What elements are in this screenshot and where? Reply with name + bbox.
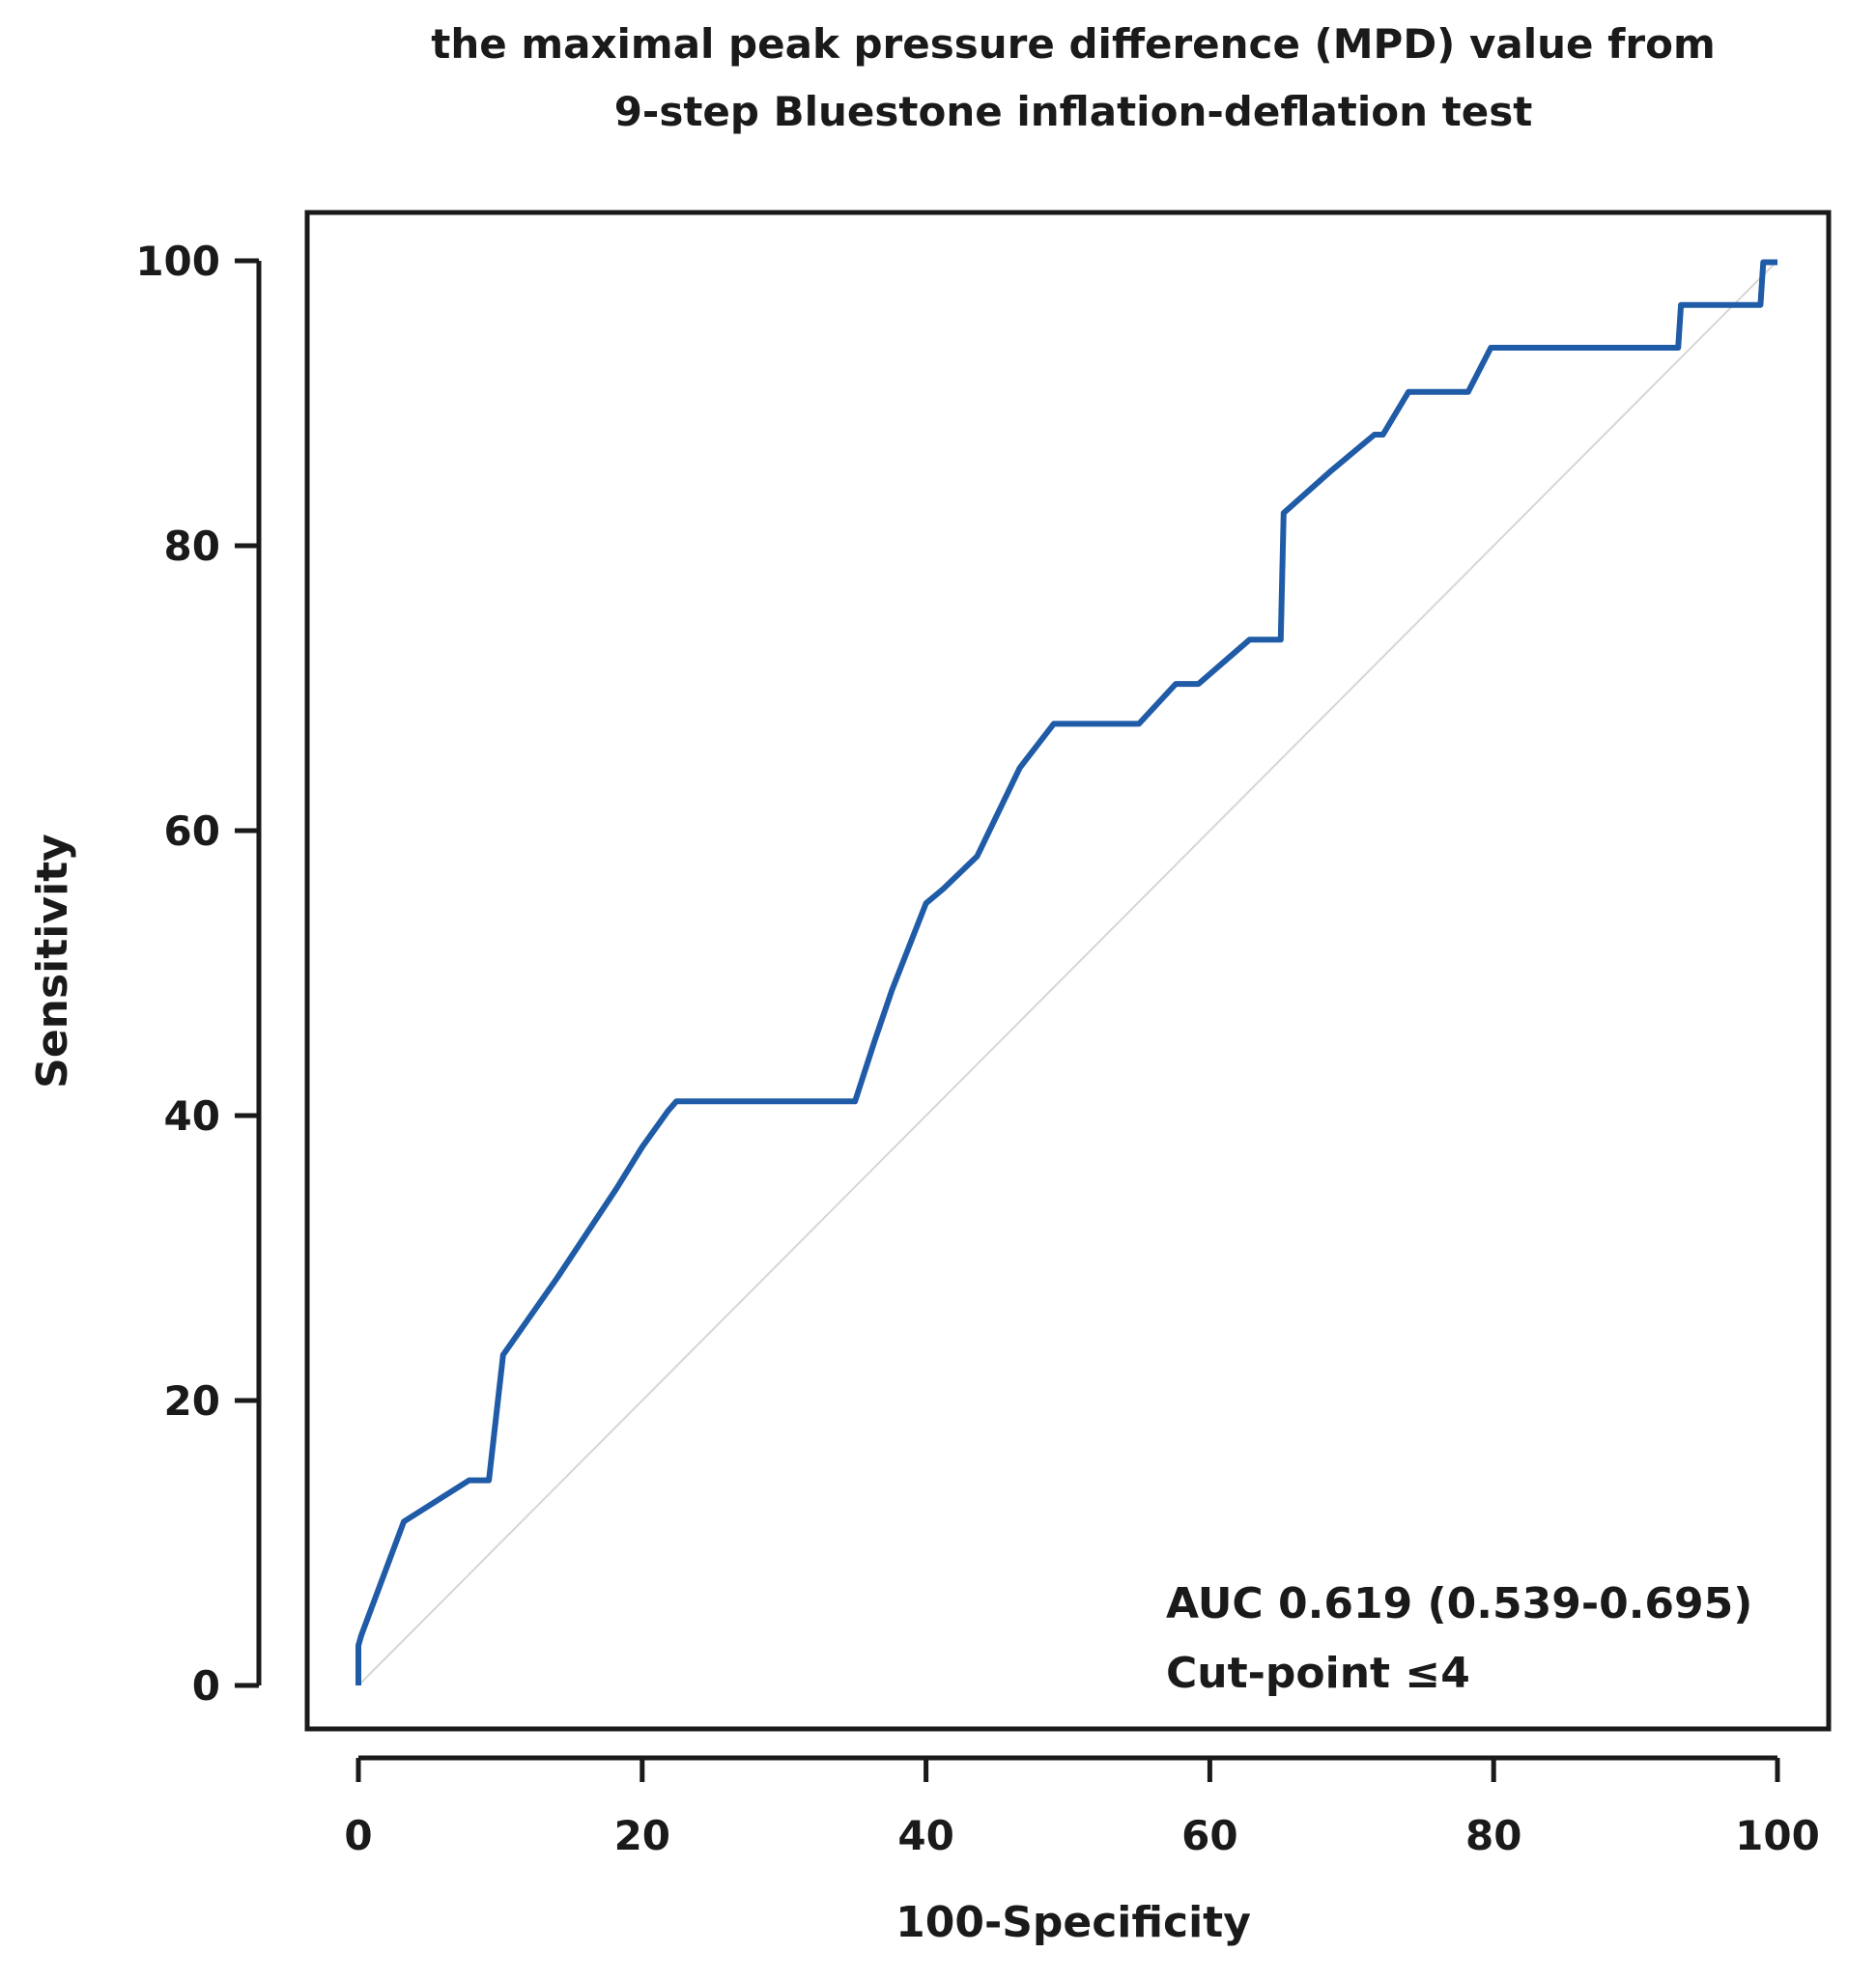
- x-tick-label: 0: [344, 1812, 372, 1859]
- y-axis: 0 20 40 60 80 100: [135, 238, 262, 1710]
- y-tick-label: 100: [135, 238, 220, 285]
- reference-diagonal-line: [357, 260, 1778, 1686]
- chart-title-line-1: the maximal peak pressure difference (MP…: [431, 20, 1715, 68]
- x-tick-label: 40: [897, 1812, 953, 1859]
- x-axis-label: 100-Specificity: [895, 1898, 1251, 1947]
- y-tick-label: 80: [164, 523, 220, 570]
- y-axis-label: Sensitivity: [28, 834, 77, 1089]
- plot-marks: [355, 259, 1778, 1686]
- y-tick-label: 40: [164, 1092, 220, 1140]
- roc-curve-line: [355, 259, 1777, 1685]
- x-tick-label: 80: [1465, 1812, 1521, 1859]
- auc-annotation: AUC 0.619 (0.539-0.695): [1166, 1579, 1752, 1628]
- cut-point-annotation: Cut-point ≤4: [1166, 1649, 1470, 1698]
- y-tick-label: 20: [164, 1377, 220, 1425]
- x-axis: 0 20 40 60 80 100: [344, 1755, 1820, 1859]
- x-tick-label: 60: [1181, 1812, 1237, 1859]
- y-tick-label: 60: [164, 807, 220, 855]
- chart-title-line-2: 9-step Bluestone inflation-deflation tes…: [614, 88, 1533, 135]
- x-tick-label: 100: [1735, 1812, 1820, 1859]
- plot-frame: [304, 210, 1832, 1732]
- x-tick-label: 20: [614, 1812, 670, 1859]
- y-tick-label: 0: [192, 1662, 220, 1710]
